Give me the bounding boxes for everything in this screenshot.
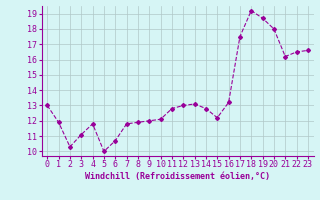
- X-axis label: Windchill (Refroidissement éolien,°C): Windchill (Refroidissement éolien,°C): [85, 172, 270, 181]
